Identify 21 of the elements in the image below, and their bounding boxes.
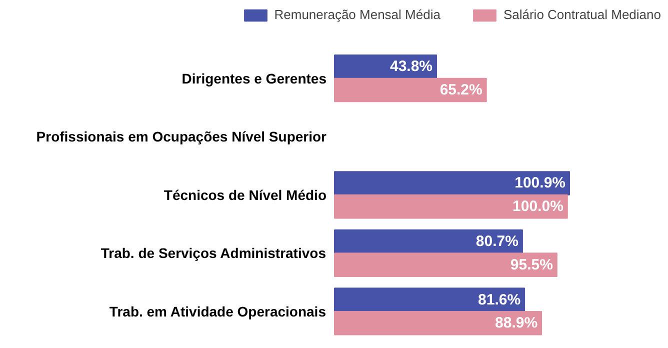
data-label: 65.2%: [440, 82, 482, 98]
data-label: 95.5%: [510, 256, 553, 274]
bar: [334, 78, 487, 102]
bar: [334, 310, 542, 336]
legend-label: Remuneração Mensal Média: [274, 7, 440, 22]
data-label: 43.8%: [390, 58, 433, 76]
bar: [334, 194, 568, 219]
y-tick-label: Dirigentes e Gerentes: [182, 70, 327, 86]
data-label: 100.9%: [514, 174, 566, 192]
legend-label: Salário Contratual Mediano: [503, 7, 661, 22]
data-label: 80.7%: [476, 233, 518, 250]
bar: [334, 171, 570, 196]
bar: [334, 252, 558, 277]
y-tick-label: Técnicos de Nível Médio: [164, 186, 327, 203]
y-tick-label: Profissionais em Ocupações Nível Superior: [36, 128, 328, 145]
bar: [334, 288, 526, 312]
data-label: 81.6%: [478, 291, 521, 308]
y-tick-label: Trab. em Atividade Operacionais: [109, 303, 326, 320]
data-label: 88.9%: [495, 314, 538, 332]
y-tick-label: Trab. de Serviços Administrativos: [100, 245, 326, 262]
data-label: 100.0%: [512, 198, 564, 216]
